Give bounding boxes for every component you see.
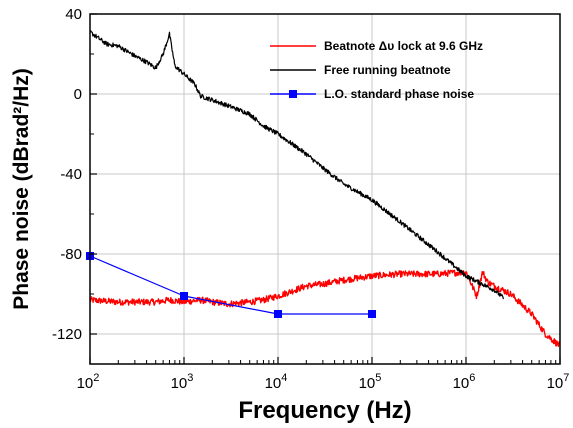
legend-label: L.O. standard phase noise: [324, 87, 474, 101]
x-tick-label: 103: [171, 372, 194, 392]
y-tick-label: 40: [65, 6, 82, 23]
legend: Beatnote Δυ lock at 9.6 GHz Free running …: [270, 39, 483, 101]
legend-marker: [289, 90, 297, 98]
grid: [90, 14, 560, 364]
x-tick-label: 106: [453, 372, 476, 392]
series-line-1: [89, 269, 561, 347]
x-axis-title: Frequency (Hz): [238, 397, 411, 424]
y-tick-label: -40: [60, 166, 82, 183]
legend-label: Beatnote Δυ lock at 9.6 GHz: [324, 39, 483, 53]
x-tick-label: 105: [359, 372, 382, 392]
y-axis-title: Phase noise (dBrad²/Hz): [10, 68, 33, 310]
series-layer: [86, 29, 561, 347]
series-point: [180, 292, 188, 300]
y-tick-label: -80: [60, 246, 82, 263]
series-point: [274, 310, 282, 318]
series-line-2: [89, 29, 504, 300]
legend-label: Free running beatnote: [324, 63, 451, 77]
y-tick-label: 0: [74, 86, 82, 103]
y-tick-label: -120: [52, 326, 82, 343]
plot-frame: [89, 13, 561, 365]
axis-ticks: 102 103 104 105 106 107 40 0 -40 -80 -120: [52, 6, 569, 392]
series-point: [368, 310, 376, 318]
x-tick-label: 102: [77, 372, 100, 392]
series-line-3: [89, 255, 372, 315]
x-tick-label: 107: [547, 372, 570, 392]
x-tick-label: 104: [265, 372, 288, 392]
